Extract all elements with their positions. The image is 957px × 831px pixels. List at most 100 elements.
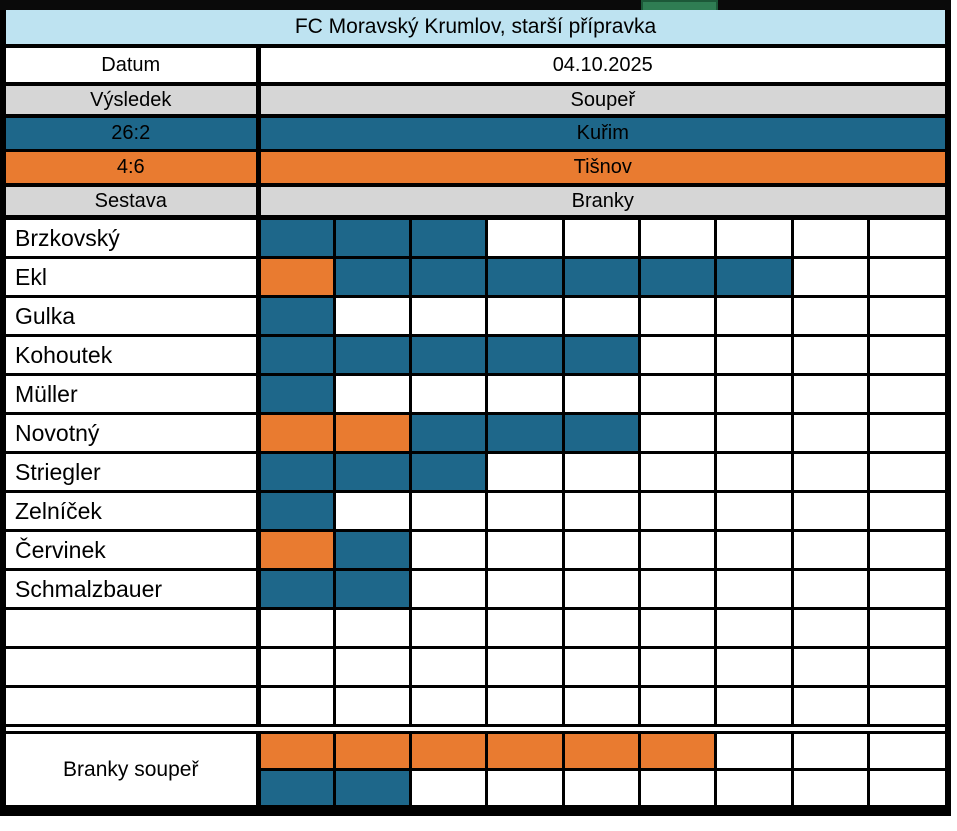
teal-goal-cell[interactable] — [561, 412, 642, 454]
empty-goal-cell[interactable] — [867, 646, 945, 688]
empty-goal-cell[interactable] — [790, 256, 871, 298]
empty-goal-cell[interactable] — [409, 490, 489, 532]
empty-goal-cell[interactable] — [714, 607, 794, 649]
teal-goal-cell[interactable] — [332, 334, 413, 376]
orange-goal-cell[interactable] — [256, 256, 336, 298]
empty-goal-cell[interactable] — [332, 646, 413, 688]
empty-goal-cell[interactable] — [638, 646, 718, 688]
empty-goal-cell[interactable] — [790, 334, 871, 376]
empty-goal-cell[interactable] — [332, 373, 413, 415]
empty-goal-cell[interactable] — [867, 295, 945, 337]
empty-goal-cell[interactable] — [867, 373, 945, 415]
empty-goal-cell[interactable] — [714, 768, 794, 808]
empty-goal-cell[interactable] — [790, 216, 871, 259]
teal-goal-cell[interactable] — [256, 334, 336, 376]
empty-goal-cell[interactable] — [638, 334, 718, 376]
empty-goal-cell[interactable] — [638, 216, 718, 259]
orange-goal-cell[interactable] — [332, 412, 413, 454]
teal-goal-cell[interactable] — [409, 216, 489, 259]
teal-goal-cell[interactable] — [256, 568, 336, 610]
player-name-cell[interactable] — [6, 646, 261, 688]
empty-goal-cell[interactable] — [485, 373, 565, 415]
empty-goal-cell[interactable] — [409, 568, 489, 610]
empty-goal-cell[interactable] — [561, 373, 642, 415]
empty-goal-cell[interactable] — [485, 568, 565, 610]
empty-goal-cell[interactable] — [485, 607, 565, 649]
player-name-cell[interactable]: Novotný — [6, 412, 261, 454]
empty-goal-cell[interactable] — [485, 646, 565, 688]
empty-goal-cell[interactable] — [561, 490, 642, 532]
teal-goal-cell[interactable] — [561, 334, 642, 376]
orange-goal-cell[interactable] — [485, 731, 565, 771]
teal-goal-cell[interactable] — [409, 334, 489, 376]
empty-goal-cell[interactable] — [867, 412, 945, 454]
empty-goal-cell[interactable] — [332, 607, 413, 649]
teal-goal-cell[interactable] — [485, 334, 565, 376]
orange-goal-cell[interactable] — [638, 731, 718, 771]
empty-goal-cell[interactable] — [867, 731, 945, 771]
teal-goal-cell[interactable] — [256, 490, 336, 532]
empty-goal-cell[interactable] — [485, 295, 565, 337]
branky-header-cell[interactable]: Branky — [256, 183, 945, 220]
teal-goal-cell[interactable] — [256, 373, 336, 415]
empty-goal-cell[interactable] — [638, 568, 718, 610]
player-name-cell[interactable] — [6, 607, 261, 649]
teal-goal-cell[interactable] — [332, 256, 413, 298]
player-name-cell[interactable] — [6, 685, 261, 727]
teal-goal-cell[interactable] — [714, 256, 794, 298]
empty-goal-cell[interactable] — [790, 646, 871, 688]
empty-goal-cell[interactable] — [790, 768, 871, 808]
empty-goal-cell[interactable] — [409, 607, 489, 649]
empty-goal-cell[interactable] — [790, 295, 871, 337]
opponent-name-cell[interactable]: Tišnov — [256, 149, 945, 187]
empty-goal-cell[interactable] — [790, 451, 871, 493]
empty-goal-cell[interactable] — [409, 529, 489, 571]
souper-header-cell[interactable]: Soupeř — [256, 82, 945, 118]
teal-goal-cell[interactable] — [409, 451, 489, 493]
teal-goal-cell[interactable] — [256, 451, 336, 493]
empty-goal-cell[interactable] — [409, 295, 489, 337]
empty-goal-cell[interactable] — [790, 607, 871, 649]
empty-goal-cell[interactable] — [638, 373, 718, 415]
empty-goal-cell[interactable] — [638, 607, 718, 649]
player-name-cell[interactable]: Zelníček — [6, 490, 261, 532]
opponent-goals-label[interactable]: Branky soupeř — [6, 731, 261, 808]
empty-goal-cell[interactable] — [485, 216, 565, 259]
vysledek-header-cell[interactable]: Výsledek — [6, 82, 261, 118]
orange-goal-cell[interactable] — [256, 412, 336, 454]
empty-goal-cell[interactable] — [409, 685, 489, 727]
orange-goal-cell[interactable] — [256, 529, 336, 571]
teal-goal-cell[interactable] — [409, 256, 489, 298]
teal-goal-cell[interactable] — [332, 216, 413, 259]
empty-goal-cell[interactable] — [867, 490, 945, 532]
empty-goal-cell[interactable] — [638, 451, 718, 493]
empty-goal-cell[interactable] — [561, 529, 642, 571]
empty-goal-cell[interactable] — [790, 731, 871, 771]
empty-goal-cell[interactable] — [714, 646, 794, 688]
player-name-cell[interactable]: Brzkovský — [6, 216, 261, 259]
empty-goal-cell[interactable] — [256, 685, 336, 727]
empty-goal-cell[interactable] — [485, 490, 565, 532]
empty-goal-cell[interactable] — [485, 451, 565, 493]
teal-goal-cell[interactable] — [638, 256, 718, 298]
empty-goal-cell[interactable] — [714, 568, 794, 610]
empty-goal-cell[interactable] — [867, 529, 945, 571]
empty-goal-cell[interactable] — [790, 568, 871, 610]
empty-goal-cell[interactable] — [256, 646, 336, 688]
player-name-cell[interactable]: Kohoutek — [6, 334, 261, 376]
orange-goal-cell[interactable] — [561, 731, 642, 771]
empty-goal-cell[interactable] — [714, 295, 794, 337]
empty-goal-cell[interactable] — [638, 685, 718, 727]
empty-goal-cell[interactable] — [638, 529, 718, 571]
empty-goal-cell[interactable] — [561, 216, 642, 259]
player-name-cell[interactable]: Červinek — [6, 529, 261, 571]
empty-goal-cell[interactable] — [409, 373, 489, 415]
empty-goal-cell[interactable] — [714, 685, 794, 727]
player-name-cell[interactable]: Ekl — [6, 256, 261, 298]
empty-goal-cell[interactable] — [790, 685, 871, 727]
teal-goal-cell[interactable] — [256, 216, 336, 259]
empty-goal-cell[interactable] — [867, 216, 945, 259]
empty-goal-cell[interactable] — [561, 646, 642, 688]
empty-goal-cell[interactable] — [332, 295, 413, 337]
empty-goal-cell[interactable] — [790, 529, 871, 571]
